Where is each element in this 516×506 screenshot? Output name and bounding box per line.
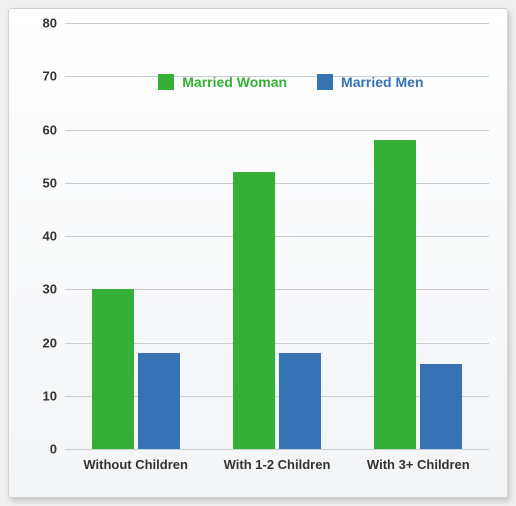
- bar: [420, 364, 462, 449]
- y-tick-label: 0: [50, 442, 65, 457]
- y-tick-label: 30: [43, 282, 65, 297]
- y-tick-label: 20: [43, 335, 65, 350]
- legend-item: Married Men: [317, 74, 423, 90]
- bar: [374, 140, 416, 449]
- legend-item: Married Woman: [158, 74, 287, 90]
- bar: [233, 172, 275, 449]
- y-tick-label: 10: [43, 388, 65, 403]
- legend: Married Woman Married Men: [158, 74, 423, 90]
- bar: [138, 353, 180, 449]
- chart-card: 0 10 20 30 40 50 60 70 80 Without Children With 1-…: [8, 8, 508, 498]
- x-tick-label: With 1-2 Children: [224, 449, 331, 472]
- legend-swatch: [317, 74, 333, 90]
- legend-swatch: [158, 74, 174, 90]
- x-tick-label: Without Children: [83, 449, 188, 472]
- y-tick-label: 40: [43, 229, 65, 244]
- y-tick-label: 60: [43, 122, 65, 137]
- bar: [279, 353, 321, 449]
- y-tick-label: 50: [43, 175, 65, 190]
- legend-label: Married Woman: [182, 74, 287, 90]
- grouped-bar-chart: 01020304050607080Without ChildrenWith 1-…: [19, 23, 491, 483]
- y-tick-label: 80: [43, 16, 65, 31]
- plot-area: 01020304050607080Without ChildrenWith 1-…: [65, 23, 489, 449]
- legend-label: Married Men: [341, 74, 423, 90]
- y-tick-label: 70: [43, 69, 65, 84]
- bar: [92, 289, 134, 449]
- x-tick-label: With 3+ Children: [367, 449, 470, 472]
